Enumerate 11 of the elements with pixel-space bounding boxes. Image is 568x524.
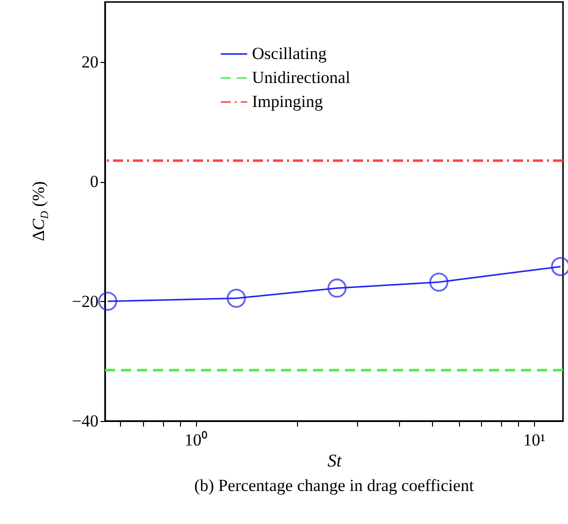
y-tick-label: 0	[90, 172, 98, 192]
text: (b) Percentage change in drag coefficient	[194, 476, 474, 495]
legend-label: Impinging	[252, 92, 324, 111]
x-tick-label: 10¹	[523, 430, 546, 450]
y-tick-label: −20	[72, 292, 98, 311]
y-tick-label: −40	[72, 412, 98, 430]
x-tick-label: 10⁰	[184, 430, 208, 450]
legend-label: Unidirectional	[252, 68, 350, 87]
x-axis-title: St	[327, 450, 342, 470]
legend-label: Oscillating	[252, 44, 328, 63]
y-tick-label: 20	[82, 52, 98, 72]
